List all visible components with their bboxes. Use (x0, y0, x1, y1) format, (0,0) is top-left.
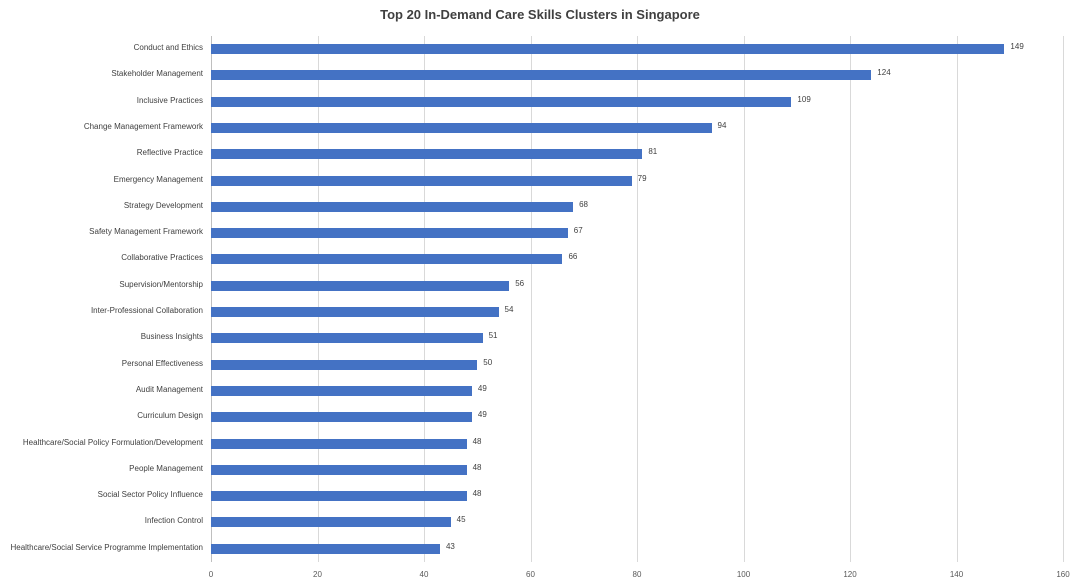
gridline (743, 36, 745, 562)
data-label: 48 (472, 489, 482, 499)
category-label: Healthcare/Social Policy Formulation/Dev… (22, 437, 203, 447)
bar (211, 359, 478, 370)
x-tick-label: 80 (632, 570, 642, 579)
data-label: 56 (515, 278, 525, 288)
bar (211, 464, 467, 475)
gridline (530, 36, 532, 562)
bar (211, 44, 1005, 54)
x-tick-label: 160 (1056, 570, 1070, 579)
data-label: 54 (504, 305, 514, 314)
category-label: Safety Management Framework (89, 227, 203, 237)
category-label: Supervision/Mentorship (119, 279, 203, 289)
category-label: Infection Control (144, 516, 203, 526)
bar (211, 491, 467, 502)
bar (211, 385, 472, 396)
bar (211, 96, 792, 107)
data-label: 43 (445, 541, 455, 551)
gridline (637, 36, 638, 562)
data-label: 109 (797, 94, 811, 104)
data-label: 79 (637, 173, 647, 183)
x-tick-label: 120 (843, 570, 857, 579)
bar (211, 412, 472, 423)
data-label: 49 (477, 410, 487, 420)
x-tick-label: 0 (208, 570, 214, 579)
category-label: Collaborative Practices (121, 253, 203, 263)
category-label: Inter-Professional Collaboration (90, 306, 203, 315)
x-tick-label: 40 (419, 570, 429, 579)
category-label: People Management (129, 463, 203, 473)
category-label: Personal Effectiveness (121, 358, 203, 368)
category-label: Inclusive Practices (136, 95, 203, 105)
category-label: Emergency Management (113, 174, 203, 184)
plot-area: 149 124 109 94 81 79 68 67 66 56 54 51 50 49 49 48 48 48 4… (211, 36, 1064, 562)
bar (211, 280, 510, 291)
category-label: Audit Management (135, 384, 203, 394)
gridline (211, 36, 212, 562)
data-label: 149 (1010, 42, 1024, 51)
category-label: Business Insights (140, 332, 203, 342)
data-label: 94 (717, 120, 727, 130)
category-label: Change Management Framework (83, 121, 203, 131)
data-label: 48 (472, 462, 482, 472)
x-tick-label: 20 (313, 570, 322, 579)
bar (211, 122, 712, 133)
data-label: 67 (573, 226, 583, 236)
category-label: Healthcare/Social Service Programme Impl… (10, 542, 203, 552)
data-label: 81 (648, 147, 658, 157)
gridline (956, 36, 958, 562)
chart-title: Top 20 In-Demand Care Skills Clusters in… (380, 7, 700, 22)
bar (211, 70, 872, 81)
gridline (317, 36, 319, 562)
category-label: Social Sector Policy Influence (97, 490, 203, 500)
gridline (850, 36, 851, 562)
data-label: 50 (483, 357, 493, 367)
x-tick-label: 60 (526, 570, 535, 579)
data-label: 49 (477, 383, 487, 393)
data-label: 124 (877, 68, 891, 78)
data-label: 66 (568, 252, 578, 262)
x-tick-label: 140 (949, 570, 964, 579)
bar (211, 201, 574, 212)
bar (211, 228, 568, 239)
data-label: 48 (472, 436, 482, 446)
bar (211, 149, 643, 160)
category-label: Strategy Development (123, 200, 203, 210)
category-label: Stakeholder Management (111, 69, 203, 79)
category-label: Reflective Practice (136, 148, 203, 158)
bar (211, 254, 563, 265)
gridline (424, 36, 425, 562)
category-label: Curriculum Design (137, 411, 203, 421)
x-tick-label: 100 (736, 570, 751, 579)
data-label: 45 (456, 515, 466, 525)
bar (211, 175, 632, 186)
gridline (1063, 36, 1064, 562)
data-label: 51 (488, 331, 498, 341)
bar (211, 517, 451, 528)
bar (211, 333, 483, 344)
bar (211, 438, 467, 449)
bar (211, 307, 499, 317)
bar (211, 543, 440, 554)
category-label: Conduct and Ethics (133, 43, 203, 52)
data-label: 68 (579, 199, 588, 209)
